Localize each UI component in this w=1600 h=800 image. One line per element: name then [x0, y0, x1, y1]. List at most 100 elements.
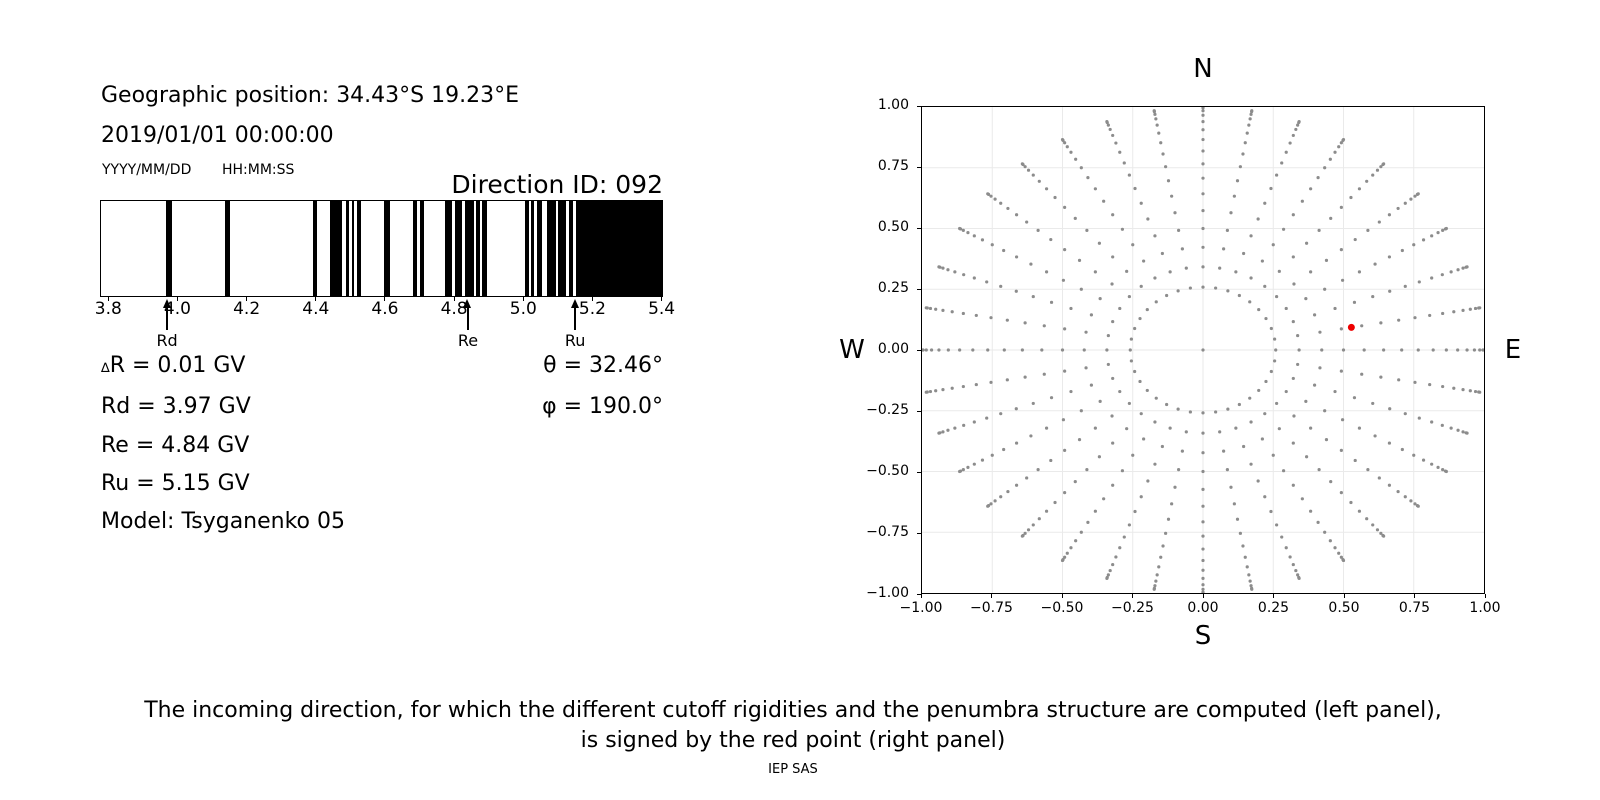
- direction-dot: [1234, 270, 1238, 274]
- caption-line-1: The incoming direction, for which the di…: [144, 698, 1442, 723]
- direction-dot: [1201, 587, 1205, 591]
- direction-dot: [1014, 441, 1019, 445]
- direction-dot: [1114, 555, 1118, 559]
- direction-dot: [1133, 509, 1137, 514]
- direction-dot: [1357, 270, 1362, 274]
- direction-dot: [958, 469, 962, 474]
- direction-dot: [1249, 462, 1253, 466]
- direction-dot: [1339, 205, 1343, 210]
- direction-dot: [1318, 366, 1322, 370]
- direction-dot: [1069, 150, 1073, 154]
- direction-dot: [1309, 509, 1313, 513]
- direction-dot: [1300, 497, 1304, 501]
- direction-dot: [986, 348, 990, 352]
- direction-dot: [990, 243, 994, 247]
- direction-dot: [1449, 426, 1453, 430]
- direction-dot: [1396, 489, 1400, 494]
- direction-dot: [1339, 490, 1343, 495]
- direction-dot: [1387, 483, 1392, 487]
- direction-dot: [1400, 447, 1404, 452]
- direction-dot: [1086, 520, 1090, 524]
- direction-dot: [1245, 565, 1249, 569]
- direction-dot: [1102, 497, 1106, 501]
- penumbra-band: [346, 201, 350, 296]
- compass-label-east: E: [1504, 335, 1522, 365]
- direction-dot: [1341, 558, 1346, 563]
- direction-dot: [928, 389, 933, 394]
- direction-dot: [999, 412, 1003, 416]
- direction-dot: [1125, 427, 1129, 431]
- direction-dot: [1111, 133, 1115, 138]
- direction-dot: [946, 268, 950, 272]
- direction-dot: [985, 280, 989, 284]
- direction-dot: [1098, 399, 1102, 403]
- direction-dot: [1297, 348, 1301, 352]
- direction-dot: [1201, 520, 1205, 524]
- penumbra-band: [445, 201, 453, 296]
- direction-dot: [1430, 276, 1434, 280]
- direction-dot: [1291, 319, 1295, 324]
- direction-dot: [1409, 499, 1413, 503]
- direction-dot: [1323, 530, 1327, 534]
- direction-dot: [1238, 165, 1242, 169]
- direction-dot: [1242, 251, 1246, 256]
- direction-dot: [985, 416, 989, 420]
- y-tick-label: −0.25: [866, 402, 909, 418]
- direction-dot: [1065, 551, 1069, 555]
- direction-dot: [1248, 300, 1252, 304]
- x-axis-tick: [1414, 594, 1415, 598]
- direction-dot: [1323, 287, 1327, 291]
- direction-dot: [946, 428, 950, 432]
- direction-dot: [980, 238, 985, 242]
- direction-dot: [1145, 307, 1149, 312]
- penumbra-band: [383, 201, 390, 296]
- direction-dot: [1323, 409, 1327, 413]
- compass-label-west: W: [839, 335, 865, 365]
- direction-dot: [1201, 209, 1205, 213]
- direction-dot: [1284, 389, 1288, 394]
- direction-dot: [1243, 141, 1247, 145]
- direction-dot: [1362, 348, 1366, 352]
- penumbra-axis-tick: [591, 297, 593, 301]
- direction-dot: [1277, 269, 1281, 273]
- direction-dot: [1250, 109, 1254, 113]
- penumbra-tick-label: 5.2: [578, 299, 606, 319]
- direction-dot: [1309, 270, 1313, 274]
- direction-dot: [1388, 289, 1392, 293]
- x-tick-label: −0.50: [1040, 600, 1084, 616]
- penumbra-band: [475, 201, 480, 296]
- direction-dot: [1201, 451, 1205, 455]
- x-axis-tick: [991, 594, 992, 598]
- direction-dot: [1444, 226, 1448, 231]
- direction-dot: [1139, 495, 1143, 499]
- direction-dot: [1249, 234, 1253, 238]
- direction-dot: [986, 192, 990, 196]
- direction-dot: [1379, 321, 1383, 325]
- direction-dot: [1248, 117, 1252, 121]
- y-axis-tick: [917, 532, 921, 534]
- direction-dot: [1146, 479, 1150, 483]
- direction-dot: [1063, 369, 1067, 373]
- rd-arrowhead: [162, 299, 171, 308]
- re-value-label: Re = 4.84 GV: [101, 433, 250, 458]
- direction-dot: [1089, 383, 1094, 387]
- y-axis-tick: [917, 471, 921, 473]
- direction-dot: [962, 273, 966, 277]
- direction-dot: [1371, 401, 1375, 406]
- penumbra-tick-label: 4.0: [163, 299, 191, 319]
- direction-dot: [1357, 426, 1362, 430]
- direction-dot: [1430, 420, 1434, 424]
- direction-dot: [1417, 416, 1421, 420]
- direction-dot: [971, 348, 975, 352]
- direction-dot: [1139, 201, 1143, 205]
- direction-dot: [1005, 378, 1009, 382]
- direction-dot: [1371, 173, 1375, 177]
- direction-dot: [941, 266, 945, 270]
- direction-dot: [1184, 266, 1188, 270]
- direction-dot: [1023, 531, 1027, 535]
- direction-dot: [1468, 307, 1472, 311]
- x-tick-label: 0.25: [1257, 600, 1290, 616]
- direction-dot: [1127, 173, 1131, 177]
- direction-dot: [1264, 316, 1268, 321]
- direction-dot: [1063, 555, 1067, 559]
